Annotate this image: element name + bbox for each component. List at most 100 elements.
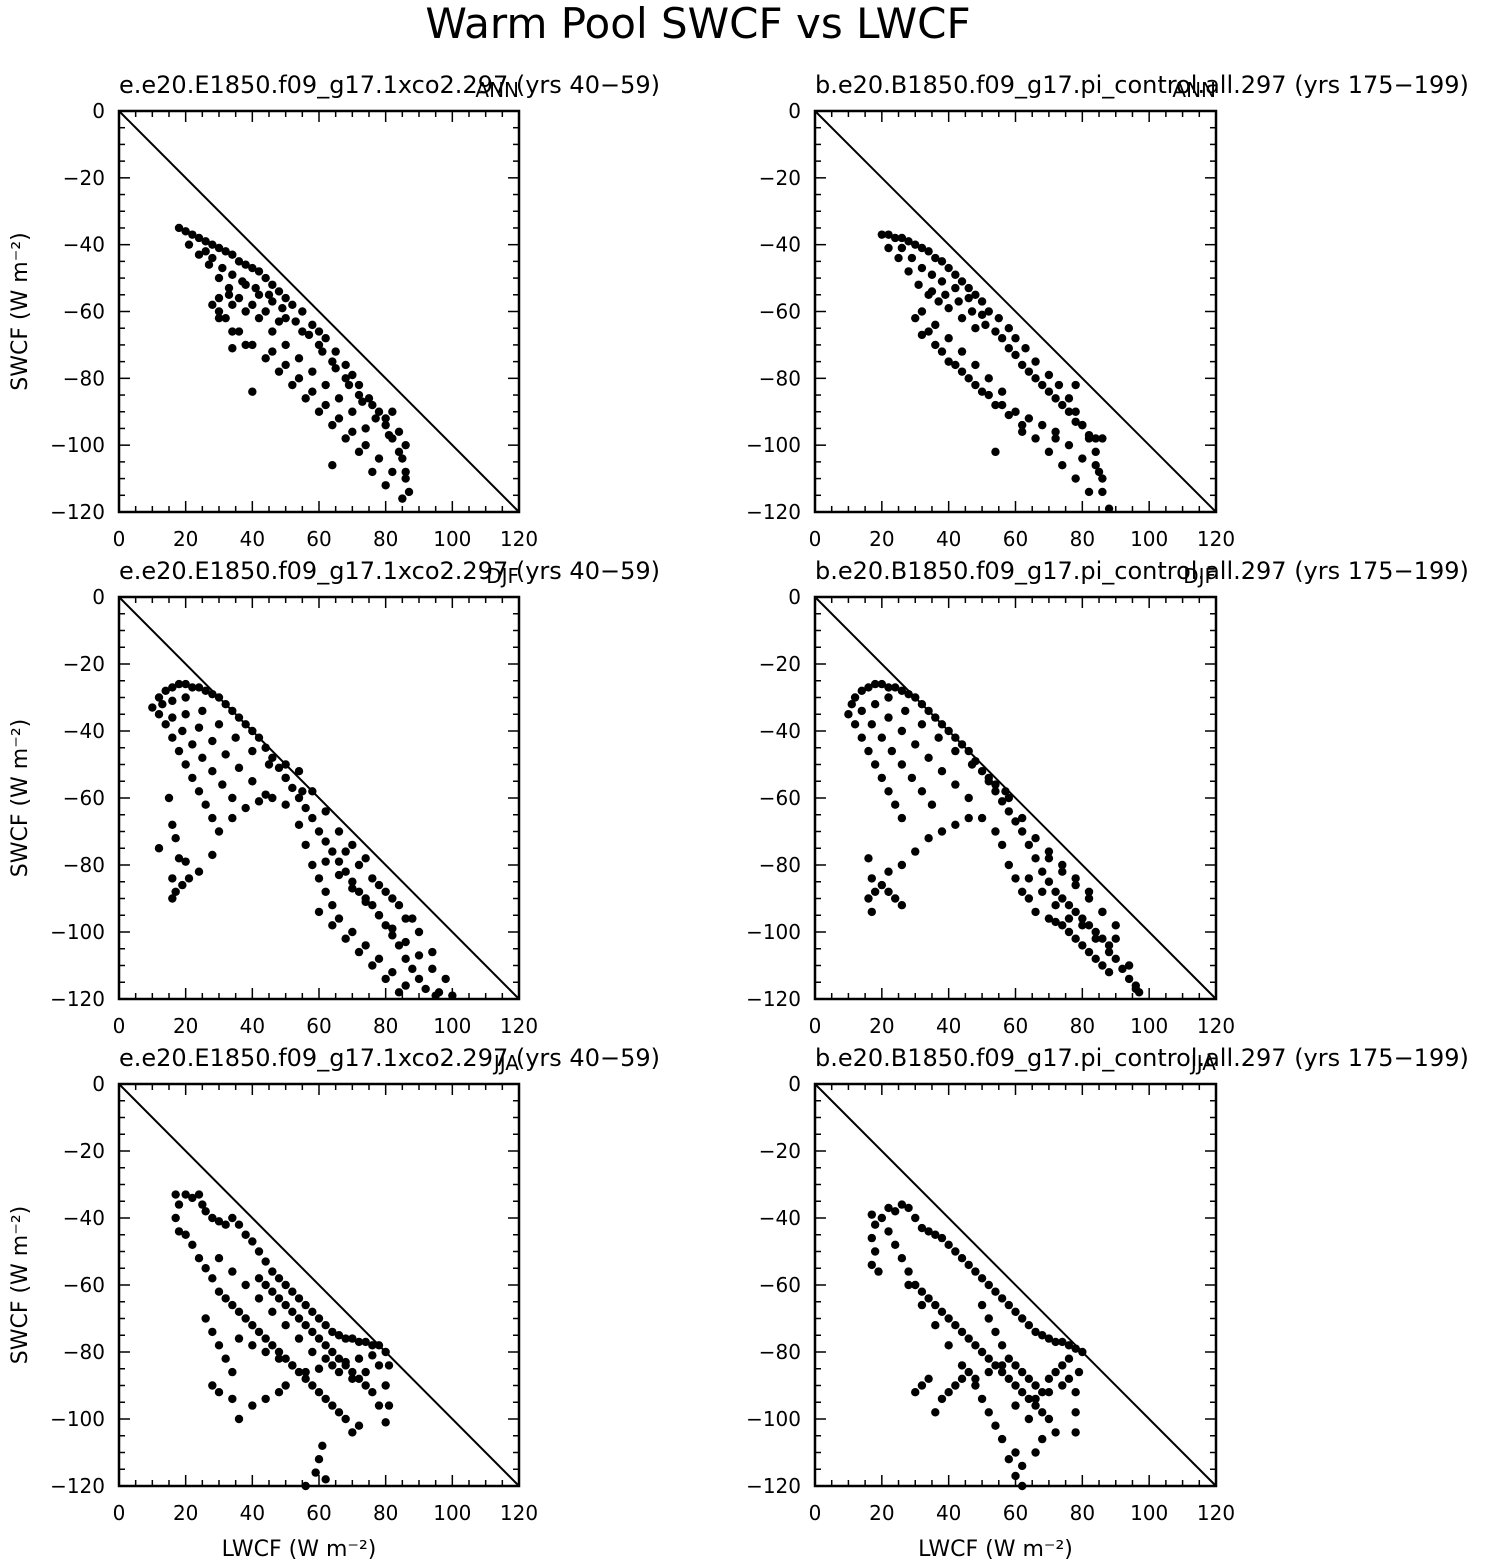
data-point bbox=[1011, 1471, 1020, 1481]
data-point bbox=[268, 793, 277, 803]
data-point bbox=[171, 834, 180, 843]
data-point bbox=[997, 1341, 1007, 1350]
x-tick-label: 40 bbox=[936, 1501, 961, 1525]
data-point bbox=[964, 793, 973, 803]
data-point bbox=[334, 1331, 344, 1340]
data-point bbox=[1124, 961, 1134, 970]
data-point bbox=[348, 1334, 357, 1343]
data-point bbox=[897, 1200, 907, 1209]
data-point bbox=[937, 1307, 947, 1317]
x-tick-label: 80 bbox=[373, 1014, 398, 1038]
data-point bbox=[917, 787, 927, 796]
data-point bbox=[1004, 1374, 1014, 1384]
data-point bbox=[911, 847, 920, 856]
data-point bbox=[314, 407, 324, 416]
data-point bbox=[348, 840, 357, 850]
data-point bbox=[897, 1254, 907, 1263]
data-point bbox=[1044, 1334, 1054, 1343]
data-point bbox=[361, 440, 370, 450]
data-point bbox=[291, 317, 300, 326]
data-point bbox=[1051, 901, 1060, 910]
data-point bbox=[964, 293, 973, 303]
data-point bbox=[381, 1381, 390, 1390]
y-tick-label: −20 bbox=[759, 652, 801, 676]
data-point bbox=[221, 313, 230, 323]
data-point bbox=[941, 290, 950, 299]
data-point bbox=[321, 857, 330, 866]
data-point bbox=[934, 733, 943, 742]
data-point bbox=[301, 1367, 310, 1377]
data-point bbox=[1074, 1367, 1084, 1377]
y-tick-label: −120 bbox=[746, 500, 801, 524]
data-point bbox=[957, 1254, 967, 1263]
data-point bbox=[1017, 813, 1027, 823]
data-point bbox=[1078, 921, 1087, 930]
data-point bbox=[178, 726, 187, 736]
data-point bbox=[354, 390, 364, 400]
data-point bbox=[254, 1274, 264, 1283]
data-point bbox=[314, 327, 324, 336]
data-point bbox=[171, 1190, 180, 1199]
data-point bbox=[361, 854, 370, 863]
y-tick-label: 0 bbox=[788, 1072, 801, 1096]
data-point bbox=[314, 874, 324, 883]
data-point bbox=[348, 884, 357, 893]
data-point bbox=[368, 467, 377, 477]
data-point bbox=[261, 1280, 270, 1290]
data-point bbox=[984, 1314, 993, 1323]
data-point bbox=[214, 273, 224, 283]
data-point bbox=[298, 307, 307, 316]
data-point bbox=[241, 1314, 250, 1323]
data-point bbox=[924, 706, 933, 716]
season-label: JJA bbox=[1189, 1051, 1216, 1075]
data-point bbox=[334, 870, 344, 880]
data-point bbox=[254, 267, 264, 276]
one-to-one-line bbox=[118, 1083, 520, 1487]
data-point bbox=[1044, 854, 1054, 863]
data-point bbox=[991, 327, 1000, 336]
data-point bbox=[1104, 947, 1114, 957]
data-point bbox=[308, 860, 317, 870]
data-point bbox=[254, 1327, 264, 1337]
data-point bbox=[348, 370, 357, 380]
data-point bbox=[1091, 447, 1100, 457]
y-tick-label: −100 bbox=[746, 920, 801, 944]
data-point bbox=[308, 1347, 317, 1357]
data-point bbox=[161, 720, 170, 729]
data-point bbox=[884, 713, 893, 722]
y-tick-label: −60 bbox=[759, 300, 801, 324]
data-point bbox=[1004, 860, 1014, 870]
data-point bbox=[957, 367, 967, 376]
data-point bbox=[931, 1300, 940, 1310]
data-point bbox=[394, 447, 404, 457]
data-point bbox=[991, 400, 1000, 410]
y-tick-label: −20 bbox=[759, 1139, 801, 1163]
data-point bbox=[847, 700, 856, 709]
data-point bbox=[991, 1327, 1000, 1337]
data-point bbox=[1071, 874, 1080, 883]
data-point bbox=[221, 1294, 230, 1303]
data-point bbox=[208, 1213, 217, 1223]
data-point bbox=[414, 927, 424, 937]
data-point bbox=[354, 860, 364, 870]
data-point bbox=[234, 327, 244, 336]
data-point bbox=[1017, 1461, 1027, 1471]
data-point bbox=[214, 827, 224, 836]
data-point bbox=[1091, 434, 1100, 443]
data-point bbox=[381, 414, 390, 423]
data-point bbox=[374, 1361, 384, 1370]
data-point bbox=[301, 1321, 310, 1330]
data-point bbox=[977, 1347, 987, 1357]
data-point bbox=[388, 924, 397, 933]
x-tick-label: 0 bbox=[809, 527, 822, 551]
data-point bbox=[917, 720, 927, 729]
data-point bbox=[984, 307, 993, 316]
data-point bbox=[1104, 941, 1114, 950]
data-point bbox=[1104, 504, 1114, 513]
data-point bbox=[924, 327, 933, 336]
data-point bbox=[1071, 907, 1080, 917]
y-tick-label: −80 bbox=[63, 1340, 105, 1364]
y-tick-label: −60 bbox=[63, 786, 105, 810]
data-point bbox=[977, 813, 987, 823]
data-point bbox=[971, 1341, 980, 1350]
